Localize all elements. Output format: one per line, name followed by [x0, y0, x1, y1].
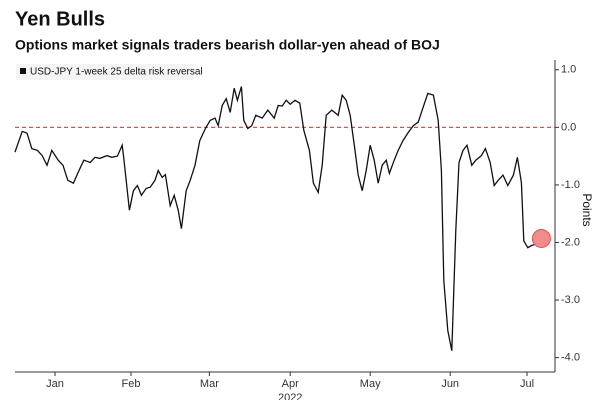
y-axis-label: Points [580, 193, 594, 226]
x-tick-label: Apr [282, 378, 299, 390]
x-tick-label: Jul [520, 378, 534, 390]
y-tick-label: -4.0 [561, 352, 580, 364]
y-tick-label: 0.0 [561, 121, 576, 133]
chart-subtitle: Options market signals traders bearish d… [15, 37, 440, 53]
y-tick-label: 1.0 [561, 64, 576, 76]
chart-title: Yen Bulls [15, 8, 105, 30]
y-tick-label: -2.0 [561, 236, 580, 248]
y-tick-label: -3.0 [561, 294, 580, 306]
last-point-highlight [531, 228, 551, 248]
x-tick-label: Feb [122, 378, 141, 390]
x-tick-label: Jun [441, 378, 459, 390]
x-axis-label: 2022 [278, 392, 302, 400]
y-tick-label: -1.0 [561, 179, 580, 191]
legend-label: USD-JPY 1-week 25 delta risk reversal [30, 67, 203, 78]
x-tick-label: May [360, 378, 381, 390]
legend-box [16, 64, 194, 80]
series-line [14, 86, 542, 351]
x-tick-label: Mar [200, 378, 219, 390]
x-tick-label: Jan [46, 378, 64, 390]
legend-swatch [20, 68, 26, 74]
